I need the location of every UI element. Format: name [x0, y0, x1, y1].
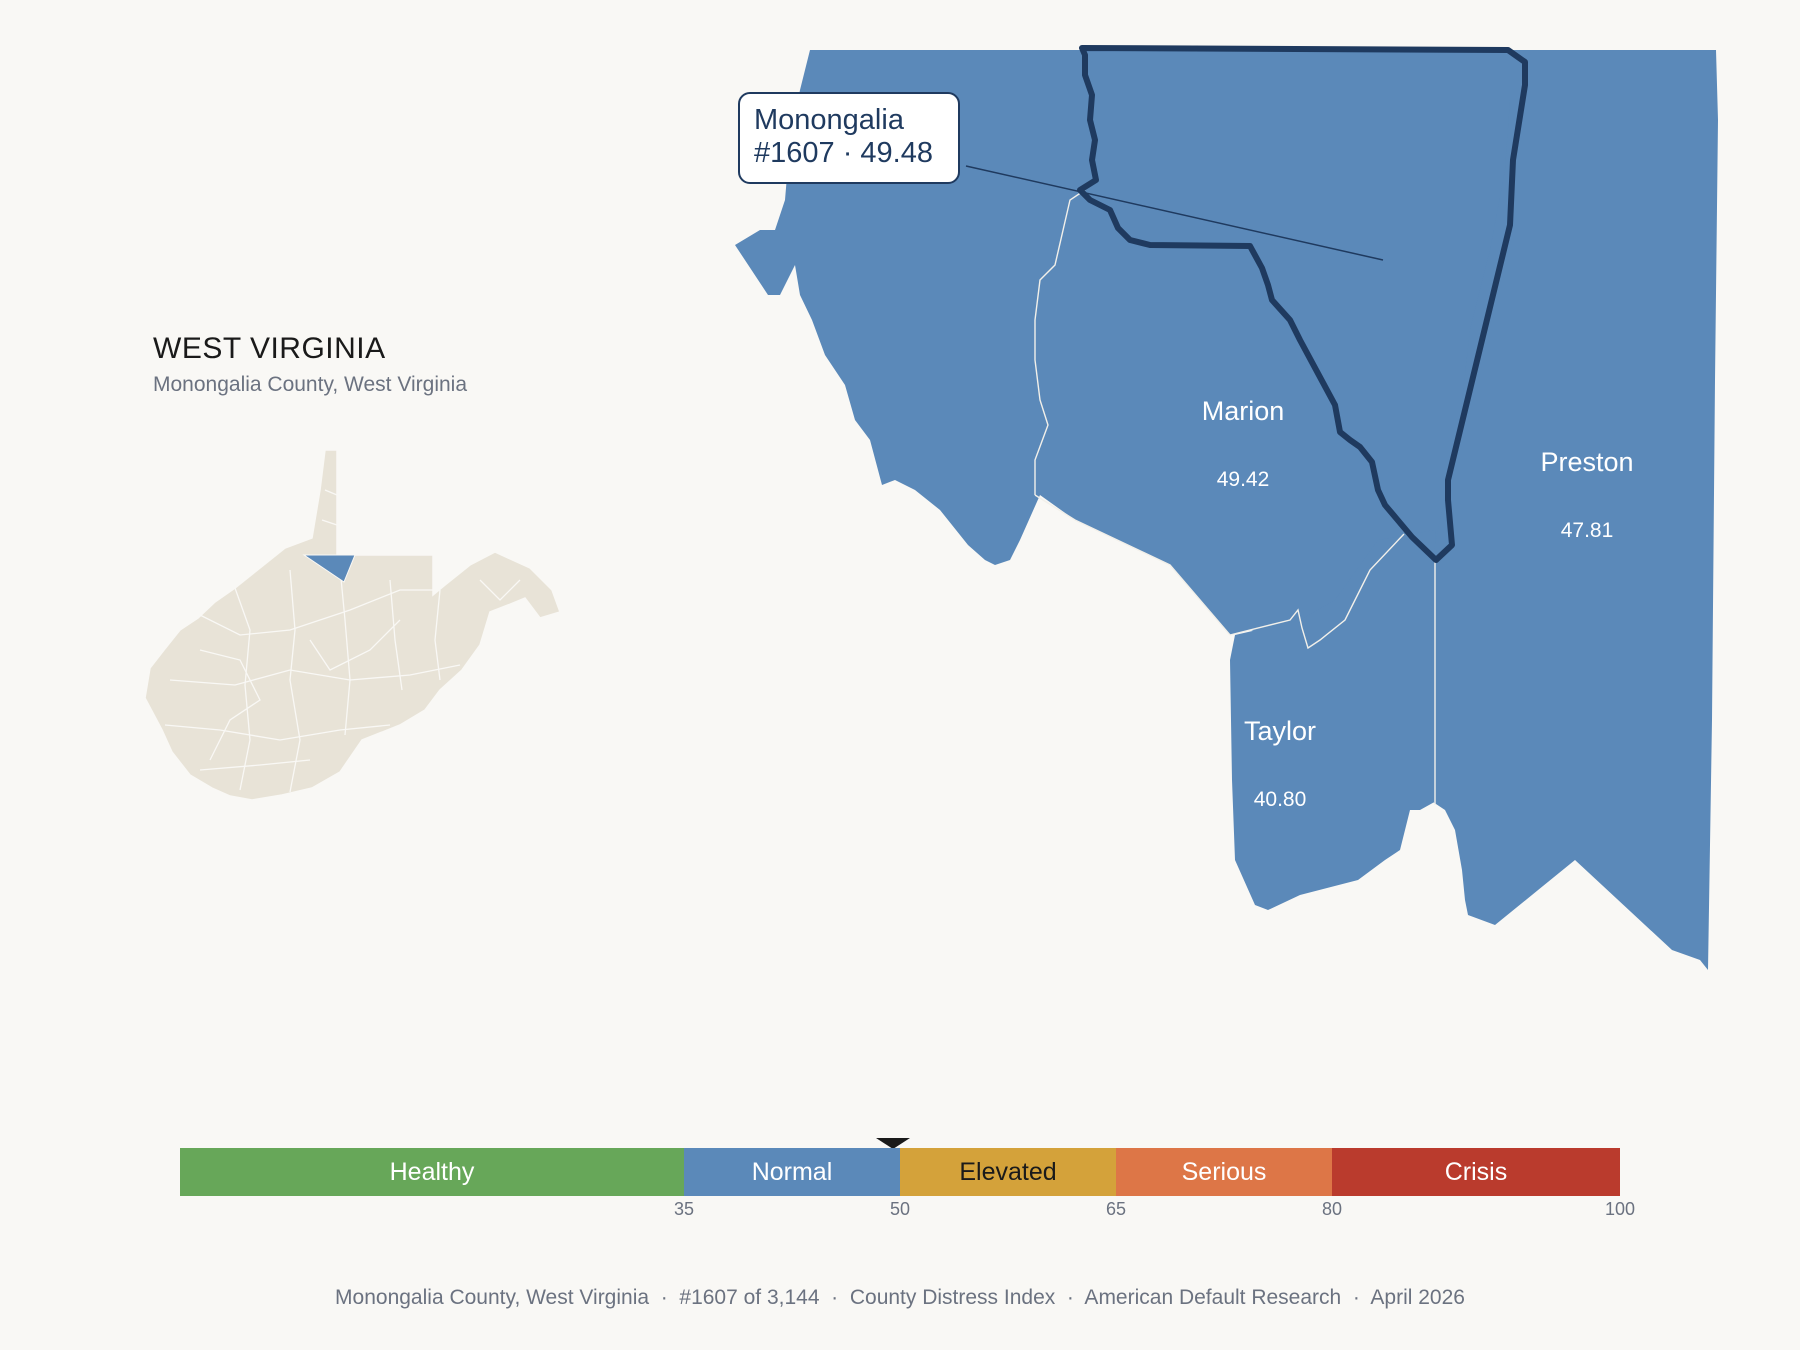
county-shape-preston[interactable]: [1430, 50, 1718, 970]
scale-marker-triangle: [876, 1138, 910, 1149]
scale-tick-100: 100: [1604, 1199, 1636, 1219]
scale-tick-35: 35: [673, 1199, 695, 1219]
inset-state-map: [144, 449, 561, 801]
callout-rank-value: #1607 · 49.48: [754, 137, 933, 169]
inset-state-shape: [144, 449, 561, 801]
scale-tick-50: 50: [889, 1199, 911, 1219]
county-label-preston: Preston: [1540, 447, 1634, 477]
county-map: [735, 45, 1718, 970]
callout-county-name: Monongalia: [754, 104, 904, 136]
scale-tick-80: 80: [1321, 1199, 1343, 1219]
inset-highlight-county: [302, 554, 356, 583]
footer-caption: Monongalia County, West Virginia · #1607…: [335, 1286, 1465, 1309]
scale-band-crisis: Crisis: [1332, 1148, 1620, 1196]
scale-band-serious: Serious: [1116, 1148, 1332, 1196]
callout-leader-line: [965, 165, 1384, 261]
scale-tick-65: 65: [1105, 1199, 1127, 1219]
focus-county-callout: Monongalia #1607 · 49.48: [738, 92, 960, 184]
state-subtitle: Monongalia County, West Virginia: [153, 373, 468, 396]
county-border-lines: [1034, 189, 1436, 805]
county-value-preston: 47.81: [1560, 519, 1614, 542]
scale-band-healthy: Healthy: [180, 1148, 684, 1196]
scale-band-elevated: Elevated: [900, 1148, 1116, 1196]
county-value-taylor: 40.80: [1253, 788, 1307, 811]
scale-band-normal: Normal: [684, 1148, 900, 1196]
county-shape-marion[interactable]: [735, 50, 1510, 640]
county-label-marion: Marion: [1201, 396, 1285, 426]
county-label-taylor: Taylor: [1243, 716, 1317, 746]
monongalia-outline[interactable]: [1077, 45, 1528, 563]
inset-county-lines: [164, 489, 521, 793]
county-shape-taylor[interactable]: [1230, 530, 1438, 910]
state-title: WEST VIRGINIA: [153, 332, 386, 365]
county-shapes: [735, 50, 1718, 970]
county-value-marion: 49.42: [1216, 468, 1270, 491]
distress-scale-bar: Healthy Normal Elevated Serious Crisis: [180, 1148, 1620, 1196]
